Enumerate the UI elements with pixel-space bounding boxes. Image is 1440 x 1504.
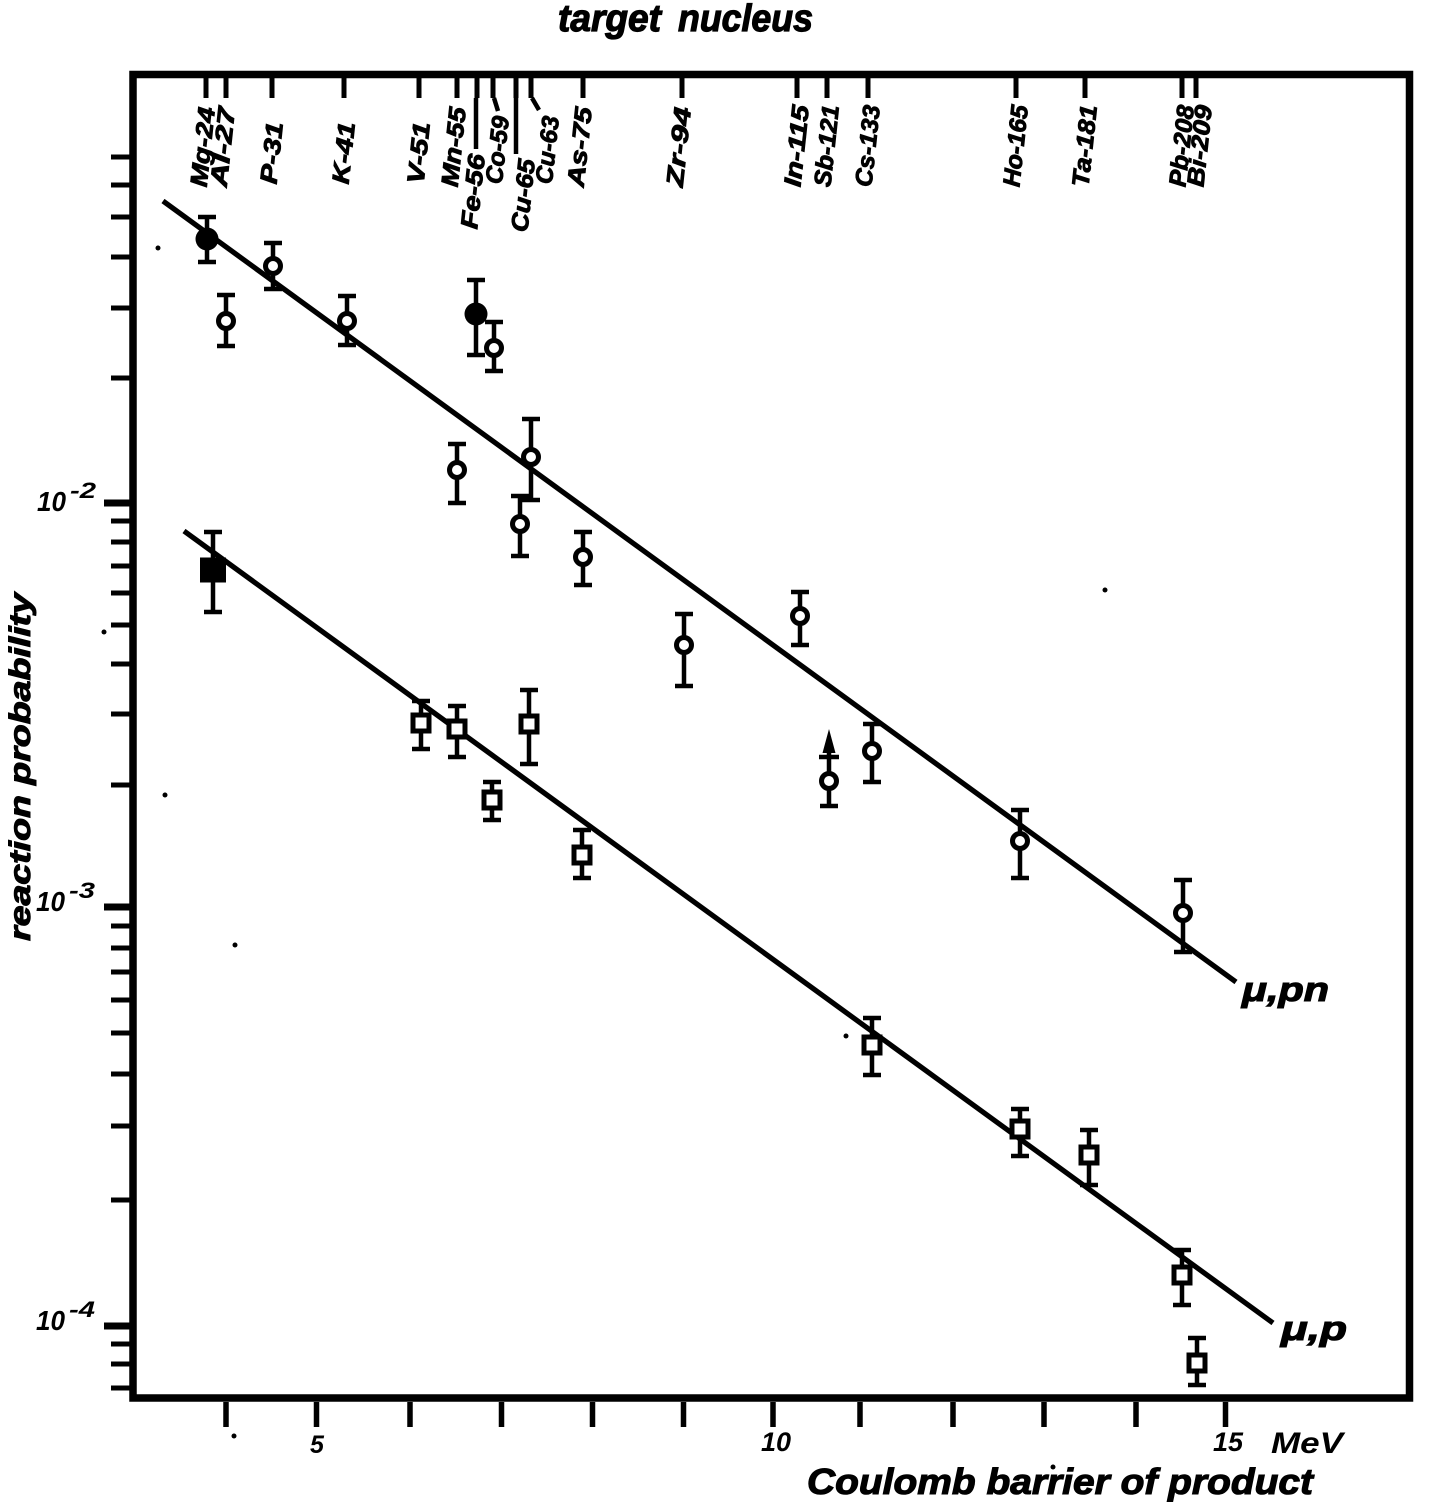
svg-text:Ta-181: Ta-181 xyxy=(1068,104,1103,188)
svg-text:Coulomb barrier of product: Coulomb barrier of product xyxy=(807,1461,1315,1502)
svg-text:K-41: K-41 xyxy=(328,121,361,185)
svg-text:15: 15 xyxy=(1213,1427,1244,1457)
svg-text:reaction probability: reaction probability xyxy=(4,591,37,941)
svg-text:Cs-133: Cs-133 xyxy=(851,103,886,188)
svg-text:10: 10 xyxy=(37,486,66,517)
svg-text:P-31: P-31 xyxy=(256,121,289,185)
svg-text:-3: -3 xyxy=(69,878,95,903)
svg-text:5: 5 xyxy=(310,1431,325,1459)
svg-text:10: 10 xyxy=(36,1305,65,1336)
svg-text:10: 10 xyxy=(761,1427,791,1457)
svg-text:nucleus: nucleus xyxy=(678,0,813,40)
svg-text:MeV: MeV xyxy=(1271,1427,1346,1460)
svg-text:μ,pn: μ,pn xyxy=(1241,971,1329,1009)
svg-text:Co-59: Co-59 xyxy=(481,114,515,185)
svg-text:As-75: As-75 xyxy=(563,105,598,189)
svg-text:Zr-94: Zr-94 xyxy=(662,106,697,190)
svg-text:target: target xyxy=(558,0,662,40)
svg-text:Ho-165: Ho-165 xyxy=(999,103,1034,188)
svg-text:Cu-63: Cu-63 xyxy=(531,114,565,185)
svg-text:V-51: V-51 xyxy=(403,121,436,185)
svg-text:Mn-55: Mn-55 xyxy=(437,105,472,188)
svg-text:-4: -4 xyxy=(69,1297,95,1322)
svg-text:μ,p: μ,p xyxy=(1280,1310,1347,1348)
svg-text:10: 10 xyxy=(36,886,65,917)
svg-text:-2: -2 xyxy=(70,478,97,503)
svg-text:Sb-121: Sb-121 xyxy=(810,104,845,188)
